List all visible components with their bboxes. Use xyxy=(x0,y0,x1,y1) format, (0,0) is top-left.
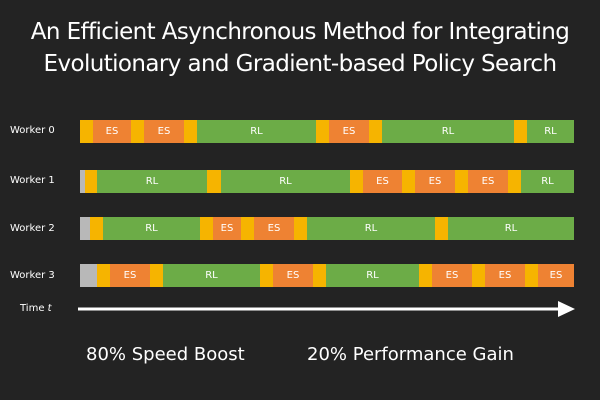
segment-sync xyxy=(294,217,307,240)
segment-es: ES xyxy=(415,170,455,193)
segment-sync xyxy=(150,264,163,287)
time-axis-variable: t xyxy=(47,303,52,314)
segment-rl: RL xyxy=(163,264,260,287)
segment-sync xyxy=(316,120,329,143)
segment-sync xyxy=(207,170,221,193)
segment-es: ES xyxy=(363,170,402,193)
worker-label-0: Worker 0 xyxy=(10,125,55,136)
worker-label-1: Worker 1 xyxy=(10,175,55,186)
segment-idle xyxy=(80,170,85,193)
segment-sync xyxy=(472,264,485,287)
segment-sync xyxy=(313,264,326,287)
worker-lane-2: RL ES ES RL RL xyxy=(80,217,574,240)
segment-es: ES xyxy=(468,170,508,193)
segment-rl: RL xyxy=(307,217,435,240)
segment-sync xyxy=(508,170,521,193)
segment-es: ES xyxy=(93,120,131,143)
segment-sync xyxy=(402,170,415,193)
diagram-title: An Efficient Asynchronous Method for Int… xyxy=(0,16,600,80)
time-axis-label: Time t xyxy=(20,303,52,315)
worker-label-3: Worker 3 xyxy=(10,270,55,281)
segment-rl: RL xyxy=(96,170,207,193)
segment-es: ES xyxy=(538,264,574,287)
segment-idle xyxy=(80,217,90,240)
title-line-1: An Efficient Asynchronous Method for Int… xyxy=(30,19,570,45)
segment-rl: RL xyxy=(521,170,574,193)
segment-sync xyxy=(80,120,93,143)
time-arrow-icon xyxy=(78,301,575,317)
segment-idle xyxy=(80,264,97,287)
segment-rl: RL xyxy=(103,217,200,240)
segment-es: ES xyxy=(144,120,184,143)
segment-sync xyxy=(241,217,254,240)
segment-rl: RL xyxy=(527,120,574,143)
worker-lane-3: ES RL ES RL ES ES ES xyxy=(80,264,574,287)
segment-sync xyxy=(455,170,468,193)
segment-sync xyxy=(435,217,448,240)
segment-rl: RL xyxy=(326,264,419,287)
segment-sync xyxy=(96,264,110,287)
speed-boost-stat: 80% Speed Boost xyxy=(86,344,245,365)
segment-sync xyxy=(85,170,97,193)
segment-es: ES xyxy=(213,217,241,240)
segment-rl: RL xyxy=(197,120,316,143)
segment-rl: RL xyxy=(382,120,514,143)
worker-label-2: Worker 2 xyxy=(10,223,55,234)
segment-es: ES xyxy=(329,120,369,143)
segment-sync xyxy=(260,264,273,287)
time-axis-text: Time xyxy=(20,303,45,314)
segment-sync xyxy=(514,120,527,143)
segment-es: ES xyxy=(254,217,294,240)
segment-sync xyxy=(184,120,197,143)
title-line-2: Evolutionary and Gradient-based Policy S… xyxy=(43,51,558,77)
segment-sync xyxy=(525,264,538,287)
performance-gain-stat: 20% Performance Gain xyxy=(307,344,514,365)
segment-sync xyxy=(200,217,213,240)
segment-sync xyxy=(369,120,382,143)
segment-es: ES xyxy=(485,264,525,287)
segment-sync xyxy=(350,170,363,193)
worker-lane-0: ES ES RL ES RL RL xyxy=(80,120,574,143)
segment-es: ES xyxy=(273,264,313,287)
segment-sync xyxy=(419,264,432,287)
segment-sync xyxy=(90,217,103,240)
worker-lane-1: RL RL ES ES ES RL xyxy=(80,170,574,193)
segment-es: ES xyxy=(110,264,150,287)
segment-es: ES xyxy=(432,264,472,287)
segment-rl: RL xyxy=(448,217,574,240)
segment-rl: RL xyxy=(221,170,350,193)
segment-sync xyxy=(131,120,144,143)
